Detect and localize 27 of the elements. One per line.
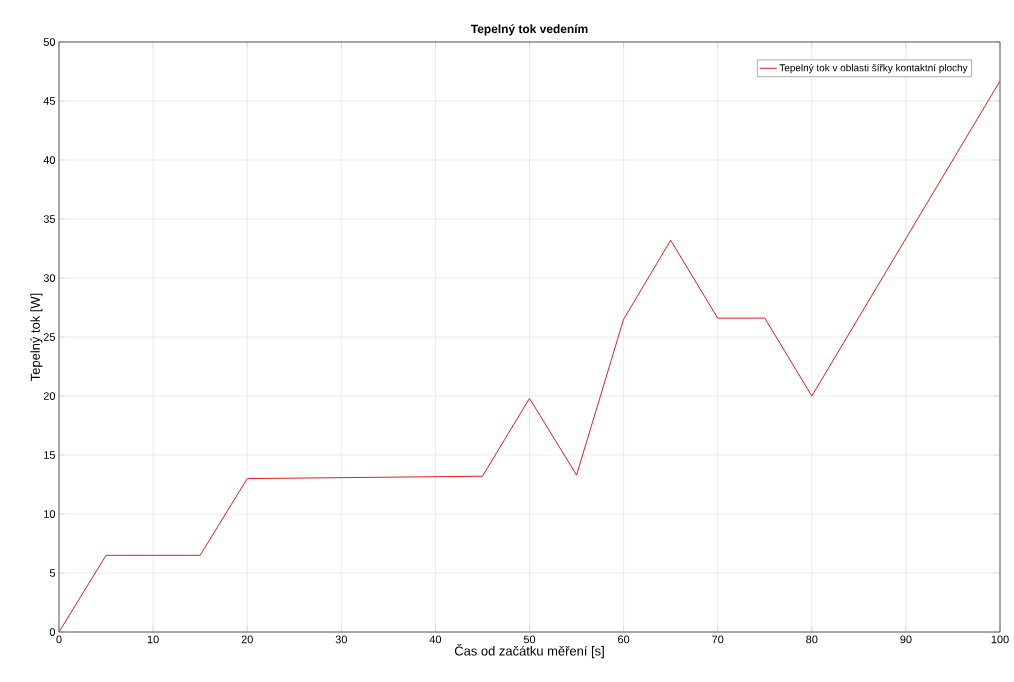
y-tick-label: 30 bbox=[43, 274, 56, 282]
y-tick-label: 25 bbox=[43, 333, 56, 341]
line-series bbox=[59, 80, 1001, 632]
x-tick-label: 40 bbox=[429, 635, 442, 644]
chart-title: Tepelný tok vedením bbox=[470, 24, 588, 36]
x-tick-label: 60 bbox=[618, 635, 630, 644]
y-tick-label: 45 bbox=[43, 97, 56, 105]
x-tick-label: 30 bbox=[335, 635, 347, 644]
x-tick-label: 70 bbox=[712, 635, 724, 644]
y-tick-label: 10 bbox=[44, 510, 56, 518]
x-tick-label: 80 bbox=[806, 635, 818, 644]
y-tick-label: 0 bbox=[49, 628, 56, 636]
x-tick-label: 10 bbox=[147, 635, 159, 644]
y-tick-label: 35 bbox=[43, 215, 56, 223]
y-axis-title: Tepelný tok [W] bbox=[30, 293, 43, 381]
y-tick-label: 15 bbox=[44, 451, 56, 459]
y-tick-label: 5 bbox=[49, 569, 56, 577]
x-tick-label: 90 bbox=[900, 635, 912, 644]
x-tick-label: 100 bbox=[991, 635, 1009, 644]
y-tick-label: 50 bbox=[43, 38, 56, 46]
x-tick-label: 20 bbox=[241, 635, 253, 644]
y-tick-label: 20 bbox=[43, 392, 56, 400]
legend-label: Tepelný tok v oblasti šířky kontaktní plochy bbox=[779, 63, 968, 74]
y-tick-label: 40 bbox=[43, 156, 56, 164]
x-tick-label: 50 bbox=[523, 635, 536, 644]
x-axis-title: Čas od začátku měření [s] bbox=[454, 644, 604, 659]
x-tick-label: 0 bbox=[56, 635, 62, 644]
